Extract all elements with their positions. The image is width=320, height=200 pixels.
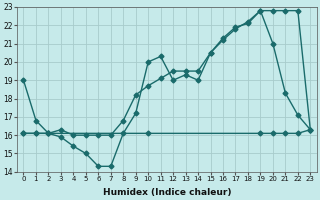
X-axis label: Humidex (Indice chaleur): Humidex (Indice chaleur) xyxy=(103,188,231,197)
